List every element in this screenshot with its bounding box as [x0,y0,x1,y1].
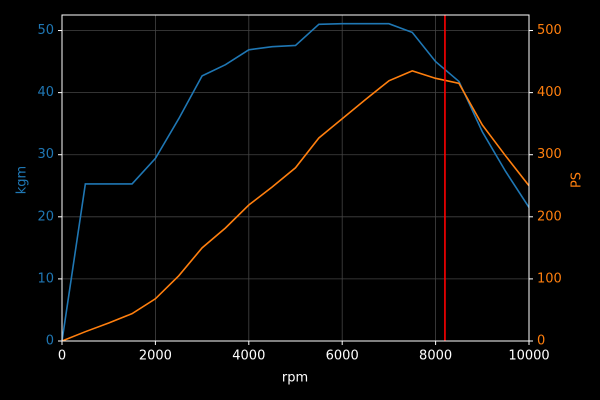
y2-tick-label: 400 [537,85,562,100]
y-tick-label: 50 [37,23,54,38]
y2-tick-label: 0 [537,334,545,349]
y2-axis-label: PS [570,172,585,188]
y-axis-label: kgm [15,166,30,194]
x-tick-label: 10000 [508,349,549,364]
plot-frame [61,14,530,342]
y-tick-label: 20 [37,209,54,224]
x-tick-label: 6000 [326,349,359,364]
y2-tick-label: 200 [537,209,562,224]
x-tick-label: 2000 [139,349,172,364]
series-line [61,70,530,342]
x-tick-label: 0 [58,349,66,364]
y2-tick-label: 500 [537,23,562,38]
y2-tick-label: 300 [537,147,562,162]
y-tick-label: 40 [37,85,54,100]
y-tick-label: 30 [37,147,54,162]
y2-tick-label: 100 [537,271,562,286]
x-tick-label: 4000 [232,349,265,364]
series-line [61,22,530,342]
y-tick-label: 10 [37,271,54,286]
y-tick-label: 0 [46,334,54,349]
x-axis-label: rpm [282,371,308,386]
x-tick-label: 8000 [419,349,452,364]
